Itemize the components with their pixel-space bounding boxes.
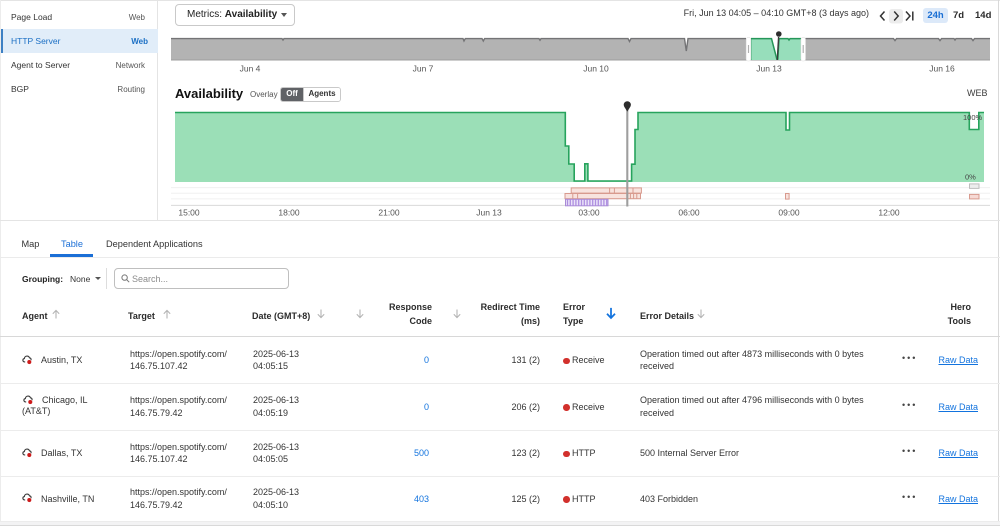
svg-text:18:00: 18:00: [278, 208, 300, 218]
svg-text:09:00: 09:00: [778, 208, 800, 218]
svg-text:15:00: 15:00: [178, 208, 200, 218]
svg-text:100%: 100%: [963, 113, 983, 122]
svg-text:0%: 0%: [965, 173, 976, 182]
svg-text:12:00: 12:00: [878, 208, 900, 218]
svg-text:Jun 4: Jun 4: [240, 64, 261, 74]
svg-text:21:00: 21:00: [378, 208, 400, 218]
svg-text:Jun 7: Jun 7: [413, 64, 434, 74]
svg-text:Jun 16: Jun 16: [929, 64, 955, 74]
svg-text:Jun 13: Jun 13: [476, 208, 502, 218]
svg-text:Jun 10: Jun 10: [583, 64, 609, 74]
svg-text:03:00: 03:00: [578, 208, 600, 218]
svg-text:Jun 13: Jun 13: [756, 64, 782, 74]
svg-text:06:00: 06:00: [678, 208, 700, 218]
